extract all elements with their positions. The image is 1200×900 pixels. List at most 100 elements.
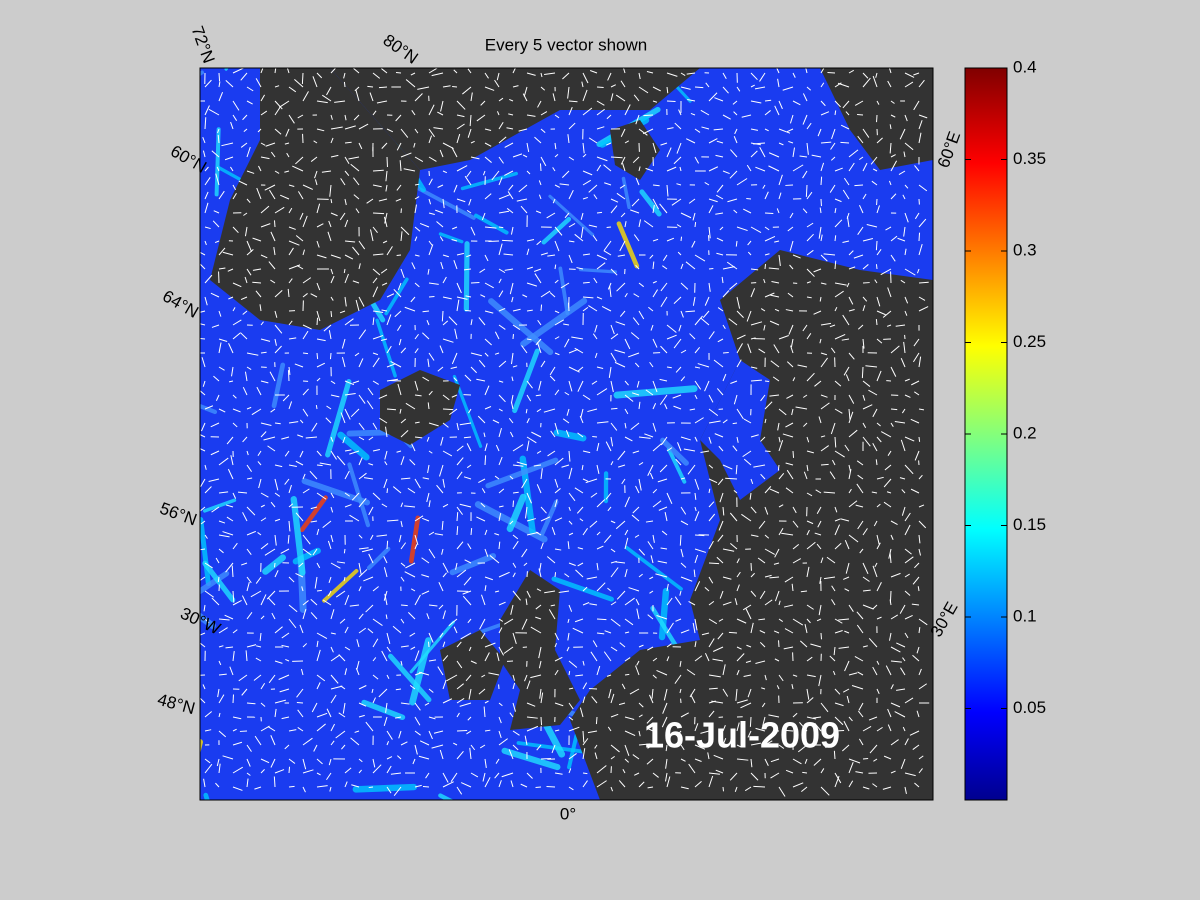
vector — [806, 142, 809, 155]
vector — [568, 189, 574, 200]
vector — [730, 149, 738, 158]
vector — [287, 370, 290, 382]
vector — [274, 324, 283, 334]
vector — [680, 282, 689, 290]
vector — [372, 448, 380, 452]
vector — [302, 324, 312, 330]
vector — [764, 418, 767, 424]
vector — [736, 722, 740, 732]
vector — [518, 184, 528, 193]
vector — [685, 138, 696, 144]
vector — [521, 548, 528, 558]
vector — [372, 317, 375, 326]
vector — [539, 688, 542, 699]
vector — [664, 512, 668, 522]
vector — [427, 641, 430, 648]
vector — [820, 254, 828, 262]
vector — [803, 422, 808, 427]
vector — [610, 646, 618, 652]
vector — [242, 386, 248, 396]
streak — [449, 553, 497, 576]
vector — [496, 72, 500, 81]
vector — [876, 296, 881, 307]
vector — [806, 697, 814, 704]
vector — [526, 725, 539, 732]
vector — [568, 107, 573, 116]
vector — [806, 492, 813, 497]
vector — [842, 189, 850, 200]
vector — [232, 307, 236, 312]
vector — [582, 660, 585, 666]
vector — [225, 646, 234, 649]
vector — [680, 520, 689, 526]
vector — [666, 127, 674, 130]
vector — [606, 226, 612, 228]
vector — [635, 665, 640, 676]
vector — [358, 586, 362, 592]
vector — [260, 682, 266, 690]
ireland — [440, 630, 505, 700]
vector — [603, 164, 612, 172]
lon-label: 0° — [560, 804, 576, 823]
vector — [202, 150, 206, 158]
vector — [453, 377, 458, 382]
vector — [288, 247, 294, 256]
vector — [382, 240, 388, 244]
vector — [316, 772, 321, 776]
vector — [607, 72, 612, 81]
vector — [349, 514, 360, 522]
vector — [608, 366, 612, 378]
vector — [536, 408, 542, 413]
vector — [581, 464, 584, 471]
vector — [349, 604, 360, 607]
vector — [813, 310, 822, 315]
vector — [904, 590, 911, 596]
vector — [848, 394, 855, 404]
vector — [226, 516, 234, 522]
vector — [546, 556, 556, 564]
vector — [792, 506, 797, 514]
vector — [302, 184, 313, 190]
vector — [632, 450, 640, 454]
vector — [615, 94, 626, 102]
vector — [551, 526, 556, 536]
vector — [397, 282, 402, 291]
vector — [755, 166, 766, 172]
vector — [823, 576, 836, 580]
vector — [674, 122, 682, 130]
vector — [200, 632, 206, 636]
vector — [887, 324, 892, 327]
vector — [218, 247, 226, 256]
vector — [610, 461, 614, 466]
vector — [722, 114, 731, 120]
vector — [755, 660, 766, 664]
vector — [259, 632, 262, 642]
vector — [568, 562, 576, 566]
vector — [288, 503, 294, 508]
vector — [546, 212, 556, 219]
vector — [818, 604, 822, 616]
vector — [876, 370, 882, 382]
vector — [330, 126, 343, 130]
vector — [274, 626, 283, 634]
vector — [456, 526, 459, 536]
vector — [638, 401, 641, 410]
vector — [274, 289, 283, 298]
vector — [536, 588, 542, 592]
vector — [202, 380, 206, 387]
vector — [481, 212, 486, 221]
vector — [806, 296, 812, 299]
vector — [211, 324, 220, 328]
vector — [398, 730, 402, 739]
vector — [768, 152, 780, 158]
vector — [716, 252, 724, 256]
vector — [663, 688, 668, 701]
vector — [862, 264, 869, 270]
vector — [711, 700, 724, 704]
vector — [215, 173, 220, 186]
vector — [820, 234, 823, 242]
vector — [218, 673, 227, 676]
vector — [666, 656, 670, 662]
vector — [456, 198, 466, 203]
vector — [442, 320, 449, 326]
